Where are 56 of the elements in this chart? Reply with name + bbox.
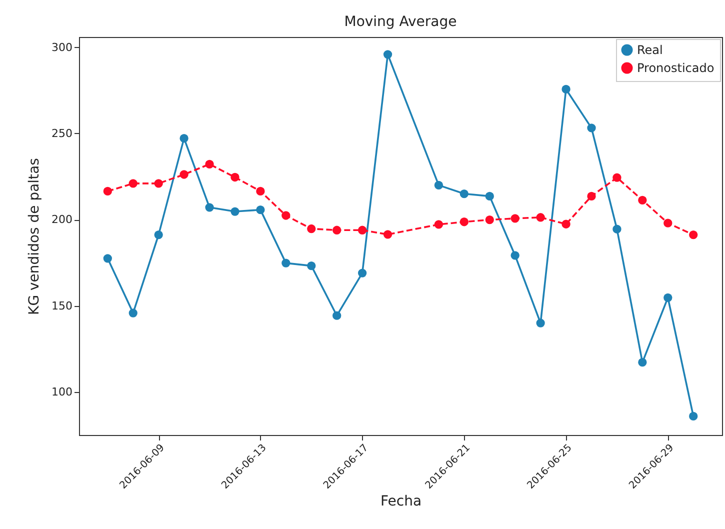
point (180, 170, 188, 179)
point (180, 134, 188, 143)
point (332, 311, 342, 320)
point (256, 205, 265, 214)
point (510, 251, 520, 260)
point (638, 196, 647, 204)
point (612, 173, 622, 182)
point (103, 186, 112, 196)
point (256, 186, 265, 196)
point (485, 192, 494, 201)
y-tick-label: 200 (52, 213, 72, 226)
point (562, 84, 570, 94)
point (128, 179, 138, 188)
point (460, 218, 468, 226)
y-tick-label: 100 (52, 385, 72, 398)
chart-title: Moving Average (344, 14, 457, 30)
point (536, 318, 545, 328)
point (205, 203, 214, 212)
point (587, 192, 596, 201)
legend-label: Pronosticado (637, 61, 714, 75)
point (282, 258, 290, 268)
point (664, 293, 672, 302)
point (282, 211, 290, 220)
y-tick-label: 300 (52, 40, 72, 54)
point (383, 50, 392, 59)
point (307, 261, 316, 270)
point (230, 172, 240, 182)
x-axis-title: Fecha (380, 494, 422, 510)
point (103, 254, 112, 263)
point (154, 230, 163, 240)
point (383, 230, 392, 239)
y-tick-label: 250 (52, 126, 72, 140)
point (358, 226, 367, 234)
point (332, 226, 342, 234)
y-axis-title: KG vendidos de paltas (26, 158, 43, 315)
point (230, 207, 240, 216)
point (689, 230, 698, 240)
point (358, 268, 367, 278)
point (510, 214, 520, 223)
point (434, 180, 444, 190)
point (612, 224, 622, 234)
point (205, 160, 214, 168)
point (562, 220, 570, 228)
point (638, 358, 647, 367)
point (485, 215, 494, 224)
point (154, 179, 163, 188)
point (536, 213, 545, 222)
point (434, 220, 444, 229)
point (307, 224, 316, 234)
point (128, 308, 138, 318)
point (689, 412, 698, 421)
legend-label: Real (637, 43, 663, 57)
point (587, 124, 596, 132)
point (664, 218, 672, 228)
y-tick-label: 150 (52, 299, 72, 312)
point (460, 189, 468, 198)
